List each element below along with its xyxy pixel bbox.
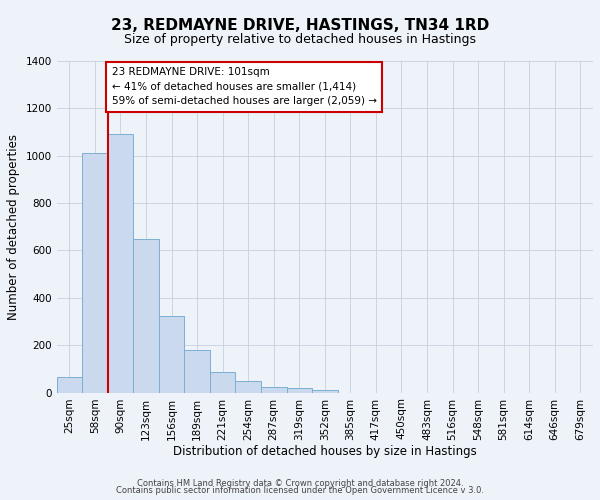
Bar: [133, 238, 159, 392]
Bar: [210, 372, 235, 392]
Text: 23, REDMAYNE DRIVE, HASTINGS, TN34 1RD: 23, REDMAYNE DRIVE, HASTINGS, TN34 1RD: [111, 18, 489, 32]
Text: 23 REDMAYNE DRIVE: 101sqm
← 41% of detached houses are smaller (1,414)
59% of se: 23 REDMAYNE DRIVE: 101sqm ← 41% of detac…: [112, 67, 377, 106]
Text: Contains HM Land Registry data © Crown copyright and database right 2024.: Contains HM Land Registry data © Crown c…: [137, 478, 463, 488]
Bar: [184, 350, 210, 393]
Bar: [82, 154, 108, 392]
Y-axis label: Number of detached properties: Number of detached properties: [7, 134, 20, 320]
Text: Size of property relative to detached houses in Hastings: Size of property relative to detached ho…: [124, 32, 476, 46]
Bar: [159, 316, 184, 392]
Bar: [287, 388, 312, 392]
Bar: [235, 381, 261, 392]
Text: Contains public sector information licensed under the Open Government Licence v : Contains public sector information licen…: [116, 486, 484, 495]
Bar: [312, 390, 338, 392]
Bar: [56, 377, 82, 392]
Bar: [108, 134, 133, 392]
X-axis label: Distribution of detached houses by size in Hastings: Distribution of detached houses by size …: [173, 445, 477, 458]
Bar: [261, 386, 287, 392]
